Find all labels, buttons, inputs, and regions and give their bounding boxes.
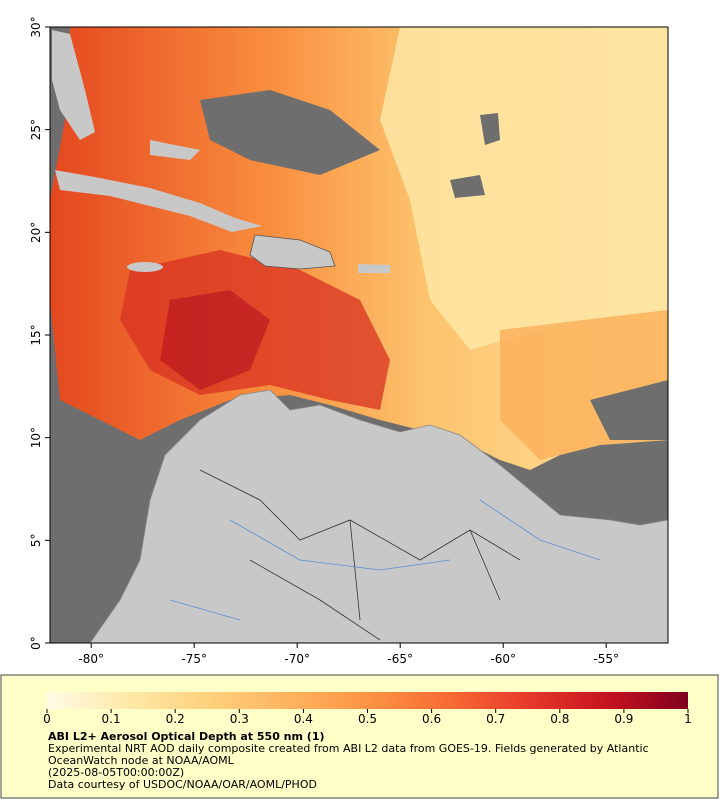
y-tick-label: 10° — [29, 427, 43, 448]
no-data — [200, 90, 380, 175]
land — [249, 234, 336, 270]
land — [55, 170, 262, 232]
caption-credit: Data courtesy of USDOC/NOAA/OAR/AOML/PHO… — [48, 778, 317, 791]
y-tick-label: 25° — [29, 119, 43, 140]
colorbar-tick-label: 0.1 — [102, 712, 121, 726]
y-tick-label: 30° — [29, 16, 43, 37]
caption-description: Experimental NRT AOD daily composite cre… — [48, 742, 649, 767]
land — [150, 140, 200, 160]
y-tick-label: 15° — [29, 324, 43, 345]
y-tick-label: 20° — [29, 222, 43, 243]
x-tick-label: -55° — [593, 652, 619, 666]
caption-title: ABI L2+ Aerosol Optical Depth at 550 nm … — [48, 730, 325, 743]
colorbar — [47, 692, 688, 709]
no-data — [450, 113, 668, 440]
x-tick-label: -60° — [490, 652, 516, 666]
border — [199, 469, 521, 641]
colorbar-tick-label: 0.9 — [614, 712, 633, 726]
colorbar-tick-label: 0.2 — [166, 712, 185, 726]
land — [358, 264, 390, 273]
map — [49, 26, 669, 644]
colorbar-tick-label: 0.8 — [550, 712, 569, 726]
x-tick-label: -75° — [181, 652, 207, 666]
land — [127, 262, 163, 272]
land — [52, 30, 95, 140]
aerosol-peak — [160, 290, 270, 390]
colorbar-tick-label: 0.6 — [422, 712, 441, 726]
y-tick-label: 0° — [29, 636, 43, 650]
colorbar-tick-label: 0.3 — [230, 712, 249, 726]
colorbar-tick-label: 0 — [43, 712, 51, 726]
land — [89, 389, 669, 644]
y-tick-label: 5° — [29, 534, 43, 548]
x-tick-label: -80° — [78, 652, 104, 666]
colorbar-tick-label: 0.7 — [486, 712, 505, 726]
colorbar-tick-label: 1 — [684, 712, 692, 726]
x-tick-label: -70° — [284, 652, 310, 666]
caption-timestamp: (2025-08-05T00:00:00Z) — [48, 766, 185, 779]
colorbar-tick-label: 0.4 — [294, 712, 313, 726]
x-tick-label: -65° — [387, 652, 413, 666]
aerosol-low — [380, 27, 668, 350]
caption: ABI L2+ Aerosol Optical Depth at 550 nm … — [48, 731, 688, 791]
colorbar-tick-label: 0.5 — [358, 712, 377, 726]
river — [169, 499, 601, 621]
